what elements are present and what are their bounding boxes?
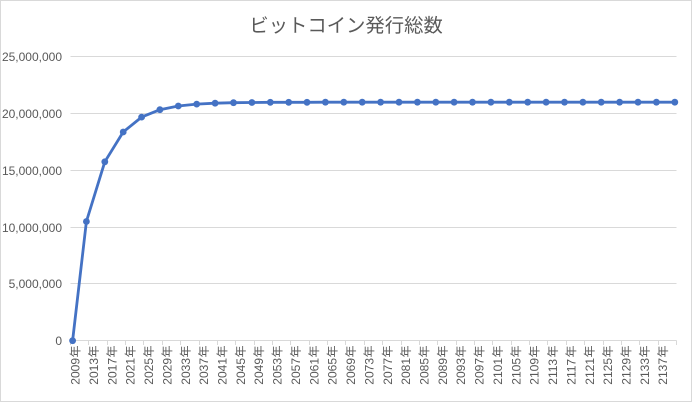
svg-text:2061: 2061	[307, 358, 321, 385]
svg-text:2133: 2133	[638, 358, 652, 385]
svg-text:2097: 2097	[473, 358, 487, 385]
svg-text:2013: 2013	[87, 358, 101, 385]
svg-text:2113: 2113	[546, 359, 560, 385]
svg-text:2021: 2021	[124, 358, 138, 385]
svg-text:2129: 2129	[620, 358, 634, 385]
svg-text:2093: 2093	[454, 358, 468, 385]
svg-text:2101: 2101	[491, 358, 505, 385]
svg-text:2033: 2033	[179, 358, 193, 385]
svg-text:20,000,000: 20,000,000	[2, 107, 62, 121]
svg-text:2057: 2057	[289, 358, 303, 385]
svg-text:2025: 2025	[142, 358, 156, 385]
svg-text:2017: 2017	[105, 358, 119, 385]
svg-text:2065: 2065	[326, 358, 340, 385]
svg-text:2081: 2081	[399, 358, 413, 385]
svg-text:2125: 2125	[601, 358, 615, 385]
svg-text:2049: 2049	[252, 358, 266, 385]
svg-text:2041: 2041	[216, 358, 230, 385]
svg-text:2089: 2089	[436, 358, 450, 385]
svg-text:2085: 2085	[418, 358, 432, 385]
svg-text:2009: 2009	[69, 358, 83, 385]
svg-text:2077: 2077	[381, 358, 395, 385]
svg-text:2053: 2053	[271, 358, 285, 385]
svg-text:25,000,000: 25,000,000	[2, 50, 62, 64]
svg-text:2117: 2117	[564, 359, 578, 385]
svg-text:2029: 2029	[160, 358, 174, 385]
svg-text:10,000,000: 10,000,000	[2, 221, 62, 235]
svg-text:2121: 2121	[583, 358, 597, 385]
svg-text:2045: 2045	[234, 358, 248, 385]
svg-text:2073: 2073	[362, 358, 376, 385]
svg-text:15,000,000: 15,000,000	[2, 164, 62, 178]
svg-text:2105: 2105	[509, 358, 523, 385]
svg-text:2137: 2137	[656, 358, 670, 385]
svg-text:2069: 2069	[344, 358, 358, 385]
svg-text:2109: 2109	[528, 358, 542, 385]
svg-text:2037: 2037	[197, 358, 211, 385]
svg-text:0: 0	[55, 334, 62, 348]
svg-text:5,000,000: 5,000,000	[9, 277, 63, 291]
